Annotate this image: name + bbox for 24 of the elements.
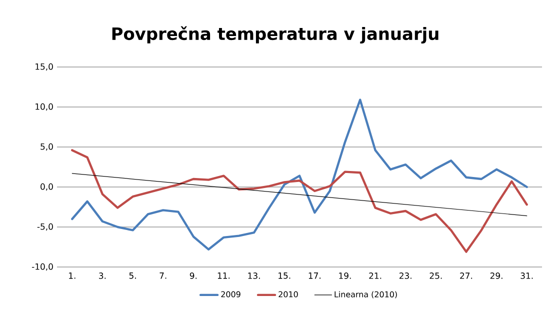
x-tick-label: 11.: [218, 272, 230, 279]
chart-title: Povprečna temperatura v januarju: [112, 26, 438, 44]
x-tick-label: 25.: [430, 272, 442, 279]
y-tick-label: -10,0: [32, 263, 53, 271]
x-tick-label: 5.: [129, 272, 136, 279]
x-tick-label: 3.: [99, 272, 106, 279]
x-tick-label: 17.: [308, 272, 320, 279]
y-tick-label: 10,0: [36, 103, 53, 111]
y-tick-label: 0,0: [40, 183, 53, 191]
x-tick-label: 23.: [399, 272, 412, 279]
x-tick-label: 19.: [339, 272, 351, 279]
y-tick-label: 15,0: [36, 63, 53, 71]
x-tick-label: 15.: [278, 272, 290, 279]
x-tick-label: 1.: [69, 272, 76, 279]
x-tick-label: 31.: [520, 272, 533, 279]
line-series: [71, 98, 528, 250]
y-tick-label: 5,0: [40, 143, 53, 151]
x-tick-label: 21.: [369, 272, 382, 279]
x-tick-label: 13.: [248, 272, 260, 279]
y-tick-label: -5,0: [37, 223, 53, 231]
x-tick-label: 27.: [460, 272, 472, 279]
x-tick-label: 9.: [190, 272, 197, 279]
x-tick-label: 7.: [160, 272, 166, 279]
x-tick-label: 29.: [490, 272, 502, 279]
